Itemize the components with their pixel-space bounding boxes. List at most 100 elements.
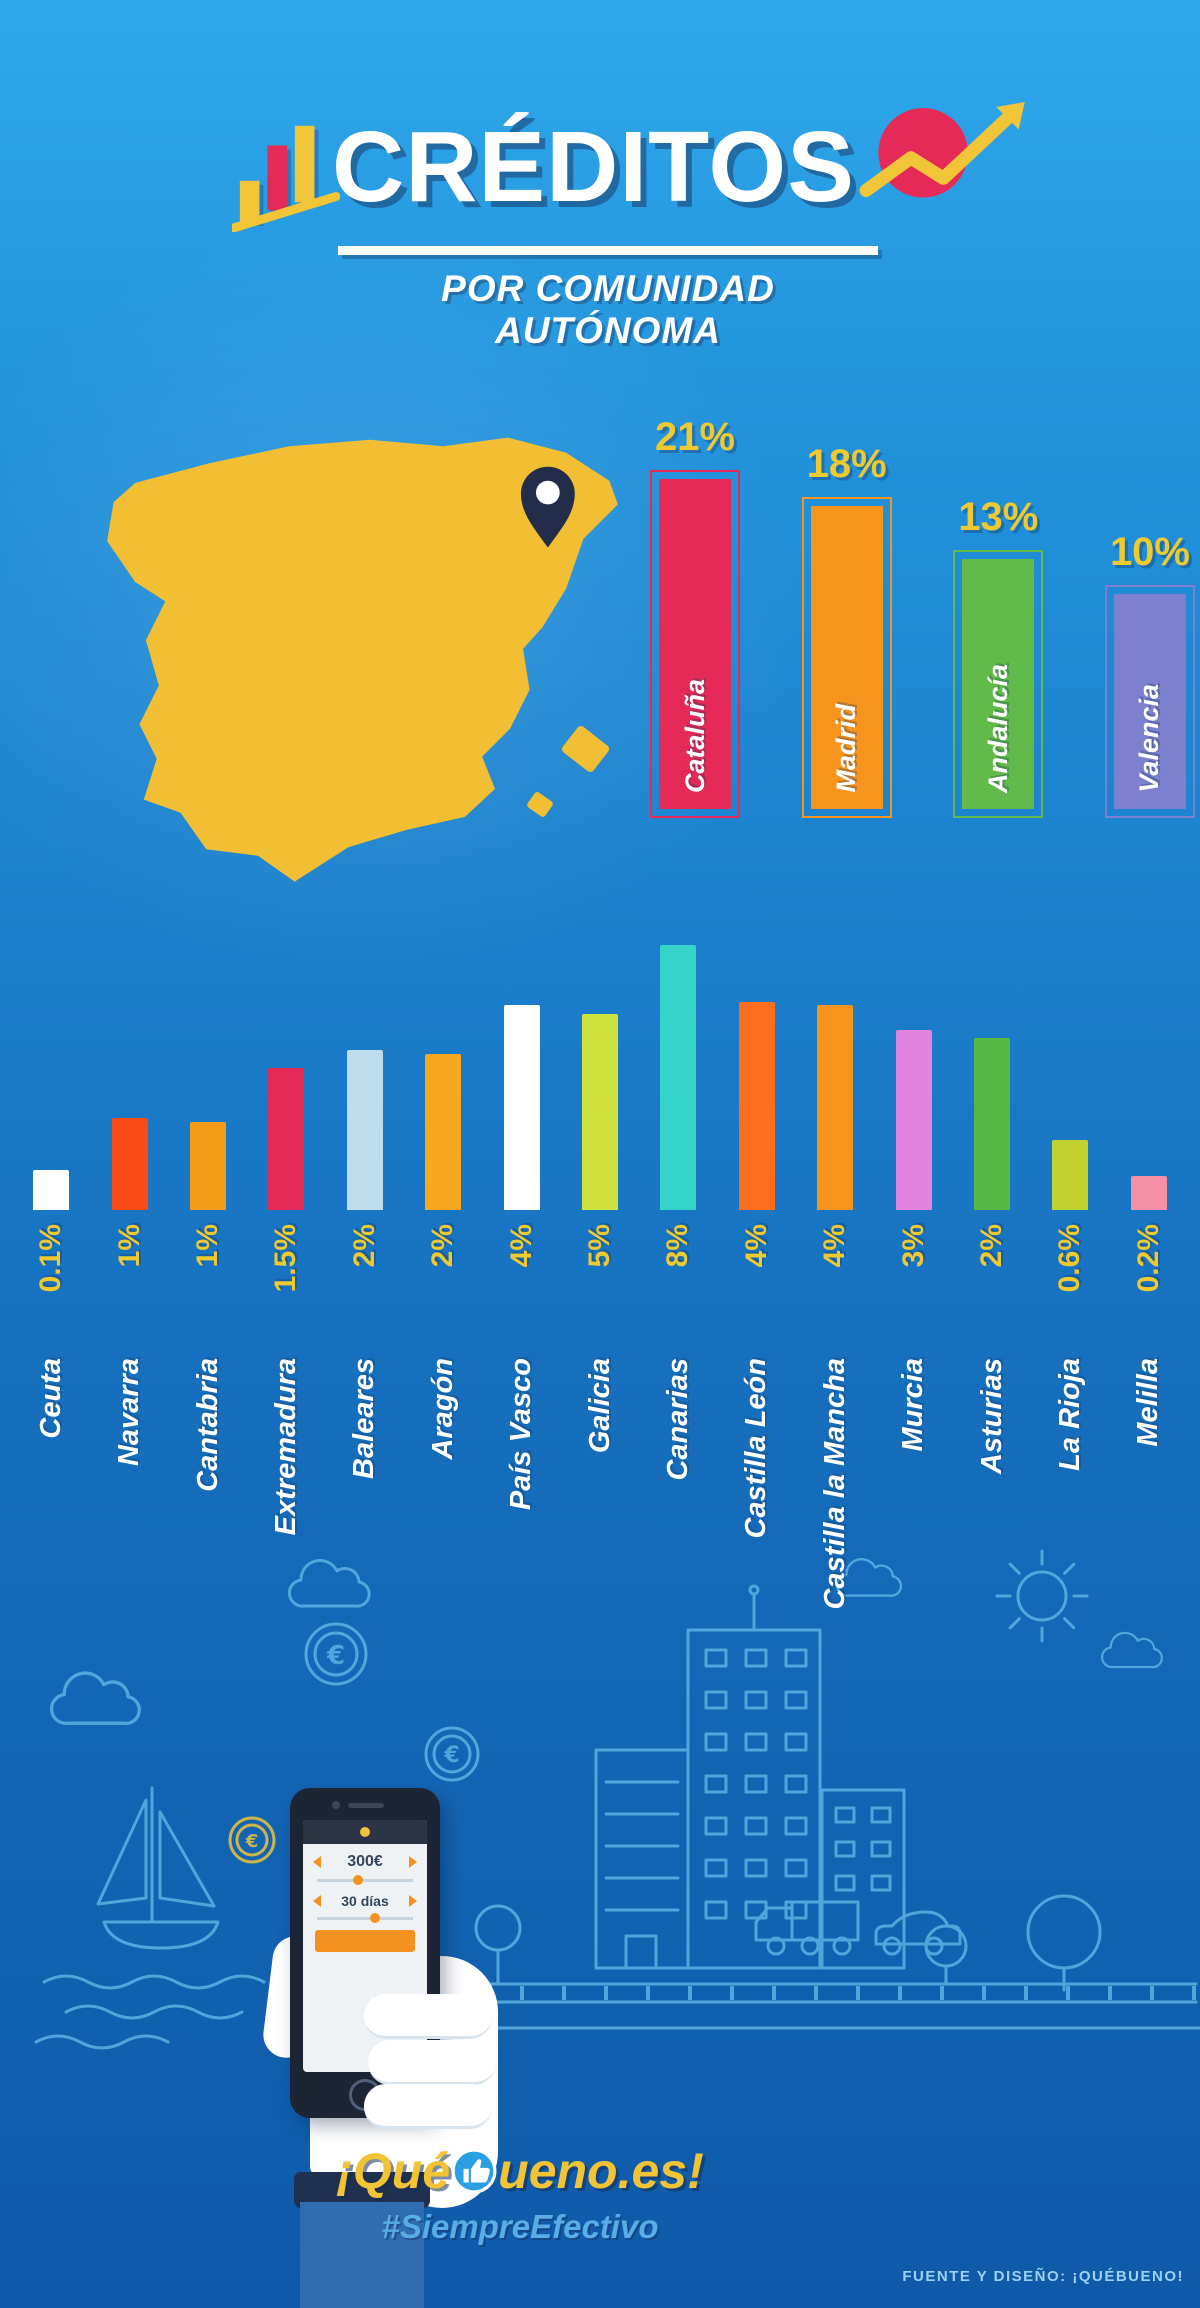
region-bar-group: 2% Asturias [953,928,1031,1688]
bar-category-label: Extremadura [270,1358,303,1535]
region-bar-group: 4% País Vasco [482,928,560,1688]
increase-arrow-icon [409,1856,417,1868]
bar-value-label: 4% [505,1224,539,1267]
bar-value-label: 8% [661,1224,695,1267]
thumbs-up-icon [451,2148,497,2194]
bar [896,1030,932,1210]
source-credit: FUENTE Y DISEÑO: ¡QUÉBUENO! [902,2268,1184,2285]
bar [425,1054,461,1210]
bar-value-label: 4% [740,1224,774,1267]
amount-slider [317,1879,413,1882]
bar-value-label: 1.5% [269,1224,303,1292]
logo-suffix: ueno.es! [498,2143,704,2199]
hashtag: #SiempreEfectivo [330,2208,710,2246]
boardwalk [430,1984,1200,2028]
bar-value-label: 5% [583,1224,617,1267]
top-bar-group: 18% Madrid [802,442,892,818]
bar [504,1005,540,1210]
slider-knob [370,1913,380,1923]
region-bar-group: 2%Baleares [326,928,404,1688]
bar [33,1170,69,1210]
decrease-arrow-icon [313,1895,321,1907]
bar [739,1002,775,1210]
bar: Cataluña [659,479,731,809]
bar-category-label: Galicia [584,1358,617,1453]
regions-bar-chart: 0.1%Ceuta1%Navarra1%Cantabria1.5%Extrema… [12,928,1188,1688]
top-regions-bar-chart: 21% Cataluña 18% Madrid 13%Andalucía 10%Valen… [650,415,1195,818]
euro-coin-icon: € [426,1728,478,1780]
bar-chart-icon [232,104,340,232]
hand-finger [368,2040,496,2085]
bar-frame: Andalucía [953,550,1043,818]
tree-icon [1028,1896,1100,1990]
quebueno-logo: ¡Qué ueno.es! [330,2142,710,2200]
region-bar-group: 3%Murcia [874,928,952,1688]
region-bar-group: 8% Canarias [639,928,717,1688]
bar-category-label: Canarias [662,1358,695,1481]
bar-value-label: 1% [191,1224,225,1267]
decrease-arrow-icon [313,1856,321,1868]
region-bar-group: 1.5% Extremadura [247,928,325,1688]
top-bar-group: 10%Valencia [1105,530,1195,818]
bar: Valencia [1114,594,1186,809]
bar-category-label: Castilla la Mancha [819,1358,852,1609]
bar-value-label: 2% [426,1224,460,1267]
region-bar-group: 5% Galicia [561,928,639,1688]
title-underline [338,246,878,255]
region-bar-group: 0.2%Melilla [1110,928,1188,1688]
bar [974,1038,1010,1210]
bar [190,1122,226,1210]
bar-category-label: País Vasco [505,1358,538,1510]
region-bar-group: 0.6% La Rioja [1031,928,1109,1688]
bar [1052,1140,1088,1210]
increase-arrow-icon [409,1895,417,1907]
bar-category-label: Andalucía [983,664,1014,793]
bar-frame: Valencia [1105,585,1195,818]
bar-value-label: 21% [655,415,735,460]
page-title: CRÉDITOS [332,112,855,222]
bar-category-label: Valencia [1134,684,1165,793]
region-bar-group: 2% Aragón [404,928,482,1688]
bar [817,1005,853,1210]
bar-category-label: Murcia [897,1358,930,1451]
bar-value-label: 4% [818,1224,852,1267]
bar-category-label: Madrid [831,704,862,793]
bar-category-label: La Rioja [1054,1358,1087,1471]
bar-value-label: 2% [975,1224,1009,1267]
bar [660,945,696,1210]
bar-value-label: 0.1% [34,1224,68,1292]
top-bar-group: 21% Cataluña [650,415,740,818]
bar-category-label: Ceuta [35,1358,68,1439]
bar-value-label: 0.6% [1053,1224,1087,1292]
car-icon [876,1912,960,1954]
app-header-bar [303,1820,427,1844]
bar-value-label: 0.2% [1132,1224,1166,1292]
bar-value-label: 2% [348,1224,382,1267]
infographic-canvas: CRÉDITOS POR COMUNIDAD AUTÓNOMA 21%Catal… [0,0,1200,2308]
bar-category-label: Cantabria [192,1358,225,1492]
hand-finger [364,2084,492,2129]
bar-category-label: Aragón [427,1358,460,1460]
tower-windows [706,1650,806,1918]
bar-frame: Madrid [802,497,892,818]
top-bar-group: 13%Andalucía [953,495,1043,818]
loan-amount-value: 300€ [347,1853,383,1871]
spain-map [36,368,661,893]
location-pin-hole [536,481,560,505]
region-bar-group: 4% Castilla la Mancha [796,928,874,1688]
region-bar-group: 0.1% Ceuta [12,928,90,1688]
submit-button [315,1930,415,1952]
phone-camera-icon [332,1801,340,1809]
loan-amount-row: 300€ [303,1844,427,1871]
bar-category-label: Asturias [976,1358,1009,1474]
bar-value-label: 18% [807,442,887,487]
svg-text:€: € [245,1831,259,1852]
bar [112,1118,148,1210]
app-logo-dot [360,1827,370,1837]
sailboat-icon [98,1788,218,1948]
phone-speaker [348,1803,384,1808]
bar: Andalucía [962,559,1034,809]
bar-category-label: Cataluña [680,679,711,793]
loan-duration-row: 30 días [303,1884,427,1909]
bar [582,1014,618,1210]
